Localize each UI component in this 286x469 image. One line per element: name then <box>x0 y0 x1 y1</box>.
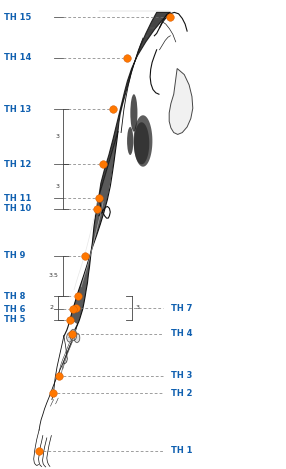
Text: TH 9: TH 9 <box>3 251 25 260</box>
Polygon shape <box>134 122 149 164</box>
Text: 3: 3 <box>136 305 140 310</box>
Text: TH 10: TH 10 <box>3 204 31 213</box>
Text: TH 14: TH 14 <box>3 53 31 62</box>
Text: 3: 3 <box>55 134 59 139</box>
Text: TH 5: TH 5 <box>3 315 25 324</box>
Text: TH 7: TH 7 <box>172 304 193 313</box>
Polygon shape <box>169 68 193 135</box>
Circle shape <box>67 333 72 342</box>
Text: 2: 2 <box>49 305 53 310</box>
Text: 3: 3 <box>55 184 59 189</box>
Circle shape <box>70 329 77 340</box>
Text: TH 8: TH 8 <box>3 292 25 301</box>
Text: TH 6: TH 6 <box>3 305 25 314</box>
Polygon shape <box>70 132 118 324</box>
Text: TH 4: TH 4 <box>172 329 193 338</box>
Text: TH 3: TH 3 <box>172 371 193 380</box>
Polygon shape <box>134 115 152 166</box>
Text: TH 11: TH 11 <box>3 194 31 203</box>
Ellipse shape <box>130 94 138 132</box>
Circle shape <box>74 333 80 342</box>
Text: TH 1: TH 1 <box>172 446 193 455</box>
Text: TH 12: TH 12 <box>3 160 31 169</box>
Text: TH 13: TH 13 <box>3 105 31 113</box>
Polygon shape <box>99 12 170 196</box>
Text: TH 2: TH 2 <box>172 389 193 398</box>
Text: 3.5: 3.5 <box>48 273 58 279</box>
Ellipse shape <box>127 127 133 155</box>
Text: TH 15: TH 15 <box>3 13 31 22</box>
